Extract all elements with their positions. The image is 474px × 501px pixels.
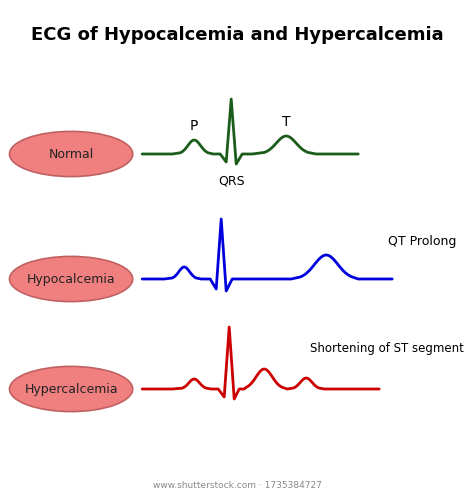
Text: www.shutterstock.com · 1735384727: www.shutterstock.com · 1735384727	[153, 480, 321, 489]
Text: P: P	[190, 119, 199, 133]
Text: Hypocalcemia: Hypocalcemia	[27, 273, 115, 286]
Text: Shortening of ST segment: Shortening of ST segment	[310, 341, 464, 354]
Ellipse shape	[9, 367, 133, 412]
Text: QT Prolong: QT Prolong	[388, 234, 456, 247]
Ellipse shape	[9, 132, 133, 177]
Text: T: T	[282, 115, 291, 129]
Text: ECG of Hypocalcemia and Hypercalcemia: ECG of Hypocalcemia and Hypercalcemia	[31, 26, 443, 44]
Text: QRS: QRS	[218, 175, 245, 188]
Text: Normal: Normal	[48, 148, 94, 161]
Text: Hypercalcemia: Hypercalcemia	[24, 383, 118, 396]
Ellipse shape	[9, 257, 133, 302]
